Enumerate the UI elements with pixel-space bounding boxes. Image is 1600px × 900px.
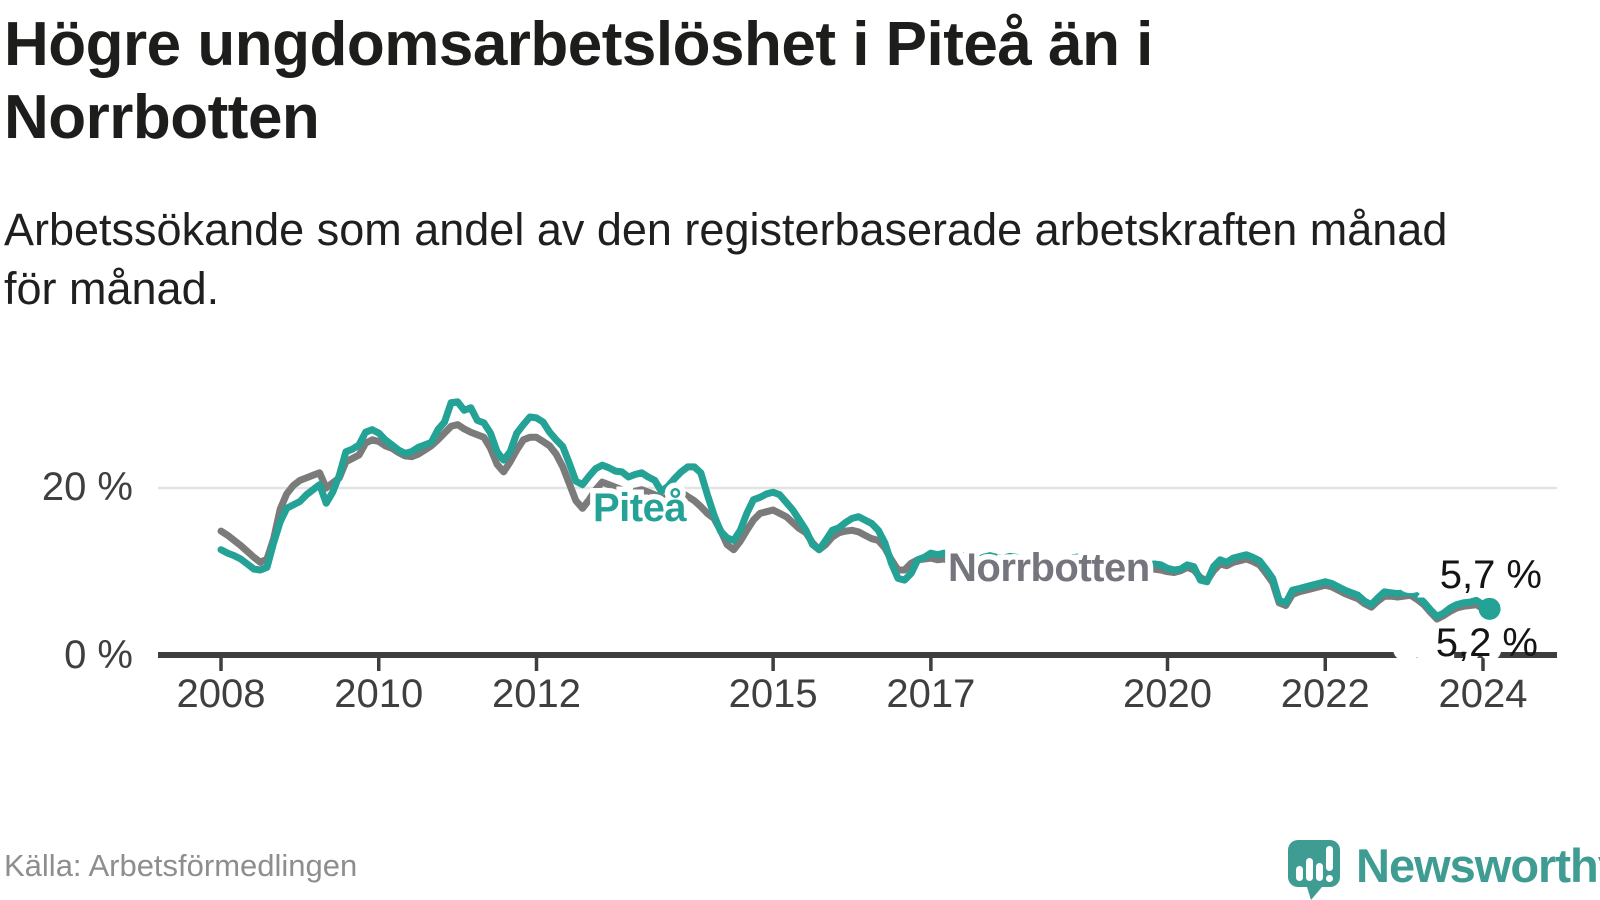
end-dot-pitea xyxy=(1478,597,1501,620)
chart-subtitle-line1: Arbetssökande som andel av den registerb… xyxy=(4,204,1448,255)
x-axis-tick-label-2015: 2015 xyxy=(728,672,818,716)
series-label-pitea: Piteå Piteå xyxy=(587,481,692,536)
newsworthy-branding: Newsworthy xyxy=(1288,840,1600,900)
chart-title-line2: Norrbotten xyxy=(4,83,320,153)
x-axis-tick-label-2012: 2012 xyxy=(492,672,581,716)
y-axis-label-20: 20 % xyxy=(41,465,133,509)
chart-subtitle: Arbetssökande som andel av den registerb… xyxy=(4,200,1584,319)
chart-subtitle-line2: för månad. xyxy=(4,263,220,315)
x-axis-tick-label-2010: 2010 xyxy=(334,672,424,716)
newsworthy-speech-bubble-bar-chart-icon xyxy=(1288,840,1340,900)
source-note: Källa: Arbetsförmedlingen xyxy=(4,848,358,883)
newsworthy-brand-name: Newsworthy xyxy=(1356,839,1600,892)
x-axis-tick-label-2020: 2020 xyxy=(1123,672,1212,716)
series-label-norrbotten: Norrbotten Norrbotten xyxy=(943,541,1156,596)
line-pite xyxy=(217,398,1494,620)
x-axis-tick-label-2017: 2017 xyxy=(886,672,976,716)
end-value-label-pitea: 5,7 % 5,7 % xyxy=(1395,549,1542,602)
x-axis-tick-label-2024: 2024 xyxy=(1438,672,1528,716)
y-axis-label-0: 0 % xyxy=(64,633,133,677)
end-value-label-norrbotten: 5,2 % 5,2 % xyxy=(1391,617,1538,670)
x-axis-tick-label-2022: 2022 xyxy=(1280,672,1370,716)
x-axis-tick-label-2008: 2008 xyxy=(176,672,266,716)
chart-title-line1: Högre ungdomsarbetslöshet i Piteå än i xyxy=(4,10,1153,79)
chart-title: Högre ungdomsarbetslöshet i Piteå än i N… xyxy=(4,8,1564,154)
